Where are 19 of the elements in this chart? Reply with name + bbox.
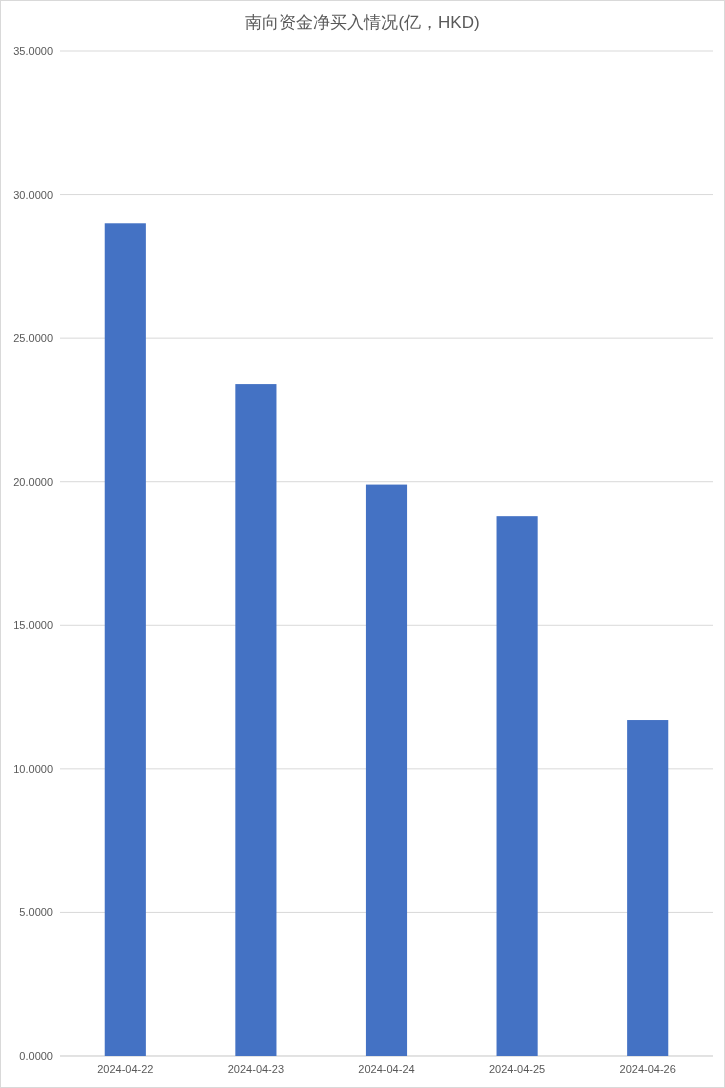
- y-tick-label: 15.0000: [13, 619, 53, 632]
- y-tick-label: 30.0000: [13, 188, 53, 201]
- chart-title: 南向资金净买入情况(亿，HKD): [245, 13, 480, 32]
- bar: [104, 223, 146, 1056]
- bar: [627, 720, 669, 1056]
- bar: [365, 484, 408, 1056]
- y-tick-label: 10.0000: [13, 762, 53, 775]
- y-tick-label: 20.0000: [13, 475, 53, 488]
- bar: [496, 516, 538, 1056]
- x-tick-label: 2024-04-22: [97, 1063, 154, 1075]
- x-tick-label: 2024-04-23: [227, 1063, 285, 1075]
- y-tick-label: 25.0000: [13, 332, 53, 345]
- y-tick-label: 5.0000: [19, 906, 53, 919]
- y-tick-label: 35.0000: [13, 45, 53, 57]
- x-tick-label: 2024-04-25: [488, 1063, 546, 1075]
- bar: [235, 384, 277, 1056]
- x-tick-label: 2024-04-24: [358, 1063, 415, 1075]
- x-tick-label: 2024-04-26: [619, 1063, 676, 1075]
- y-tick-label: 0.0000: [19, 1050, 53, 1062]
